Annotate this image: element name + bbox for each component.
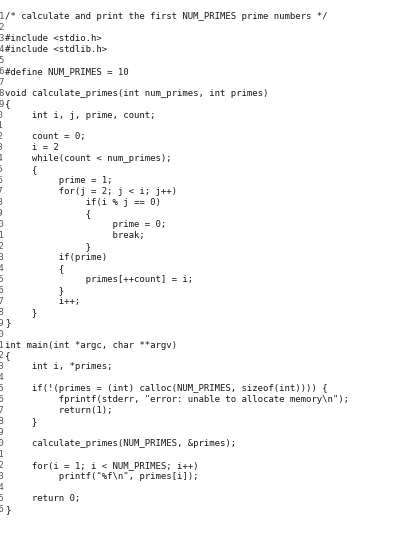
- Text: prime = 0;: prime = 0;: [5, 220, 166, 229]
- Text: 24: 24: [0, 264, 4, 273]
- Text: 39: 39: [0, 428, 4, 437]
- Text: /* calculate and print the first NUM_PRIMES prime numbers */: /* calculate and print the first NUM_PRI…: [5, 12, 327, 21]
- Text: 12: 12: [0, 132, 4, 141]
- Text: return(1);: return(1);: [5, 406, 112, 415]
- Text: 5: 5: [0, 56, 4, 65]
- Text: 6: 6: [0, 67, 4, 76]
- Text: #include <stdlib.h>: #include <stdlib.h>: [5, 45, 107, 54]
- Text: i++;: i++;: [5, 296, 80, 306]
- Text: {: {: [5, 209, 91, 218]
- Text: 45: 45: [0, 494, 4, 503]
- Text: fprintf(stderr, "error: unable to allocate memory\n");: fprintf(stderr, "error: unable to alloca…: [5, 395, 349, 404]
- Text: 26: 26: [0, 286, 4, 295]
- Text: 7: 7: [0, 78, 4, 87]
- Text: 43: 43: [0, 472, 4, 481]
- Text: #define NUM_PRIMES = 10: #define NUM_PRIMES = 10: [5, 67, 128, 76]
- Text: 41: 41: [0, 450, 4, 459]
- Text: count = 0;: count = 0;: [5, 132, 85, 141]
- Text: 3: 3: [0, 34, 4, 43]
- Text: 4: 4: [0, 45, 4, 54]
- Text: 15: 15: [0, 165, 4, 174]
- Text: break;: break;: [5, 231, 144, 240]
- Text: {: {: [5, 99, 10, 109]
- Text: 23: 23: [0, 253, 4, 262]
- Text: void calculate_primes(int num_primes, int primes): void calculate_primes(int num_primes, in…: [5, 89, 268, 98]
- Text: 11: 11: [0, 122, 4, 131]
- Text: 37: 37: [0, 406, 4, 415]
- Text: {: {: [5, 264, 64, 273]
- Text: 30: 30: [0, 329, 4, 339]
- Text: while(count < num_primes);: while(count < num_primes);: [5, 154, 172, 163]
- Text: 29: 29: [0, 319, 4, 328]
- Text: 10: 10: [0, 111, 4, 119]
- Text: 28: 28: [0, 308, 4, 316]
- Text: }: }: [5, 505, 10, 514]
- Text: 33: 33: [0, 362, 4, 372]
- Text: 42: 42: [0, 461, 4, 470]
- Text: 36: 36: [0, 395, 4, 404]
- Text: 16: 16: [0, 176, 4, 185]
- Text: }: }: [5, 319, 10, 328]
- Text: 38: 38: [0, 417, 4, 426]
- Text: int main(int *argc, char **argv): int main(int *argc, char **argv): [5, 341, 177, 349]
- Text: if(i % j == 0): if(i % j == 0): [5, 198, 161, 207]
- Text: if(prime): if(prime): [5, 253, 107, 262]
- Text: for(i = 1; i < NUM_PRIMES; i++): for(i = 1; i < NUM_PRIMES; i++): [5, 461, 198, 470]
- Text: 40: 40: [0, 439, 4, 448]
- Text: 17: 17: [0, 187, 4, 196]
- Text: return 0;: return 0;: [5, 494, 80, 503]
- Text: 44: 44: [0, 483, 4, 492]
- Text: 21: 21: [0, 231, 4, 240]
- Text: 19: 19: [0, 209, 4, 218]
- Text: }: }: [5, 417, 37, 426]
- Text: prime = 1;: prime = 1;: [5, 176, 112, 185]
- Text: 34: 34: [0, 373, 4, 382]
- Text: printf("%f\n", primes[i]);: printf("%f\n", primes[i]);: [5, 472, 198, 481]
- Text: 1: 1: [0, 12, 4, 21]
- Text: 27: 27: [0, 296, 4, 306]
- Text: }: }: [5, 286, 64, 295]
- Text: #include <stdio.h>: #include <stdio.h>: [5, 34, 102, 43]
- Text: 9: 9: [0, 99, 4, 109]
- Text: 32: 32: [0, 352, 4, 361]
- Text: int i, j, prime, count;: int i, j, prime, count;: [5, 111, 155, 119]
- Text: primes[++count] = i;: primes[++count] = i;: [5, 275, 193, 284]
- Text: 31: 31: [0, 341, 4, 349]
- Text: 22: 22: [0, 242, 4, 251]
- Text: 18: 18: [0, 198, 4, 207]
- Text: int i, *primes;: int i, *primes;: [5, 362, 112, 372]
- Text: 20: 20: [0, 220, 4, 229]
- Text: 2: 2: [0, 23, 4, 32]
- Text: 14: 14: [0, 154, 4, 163]
- Text: {: {: [5, 165, 37, 174]
- Text: 35: 35: [0, 384, 4, 393]
- Text: for(j = 2; j < i; j++): for(j = 2; j < i; j++): [5, 187, 177, 196]
- Text: if(!(primes = (int) calloc(NUM_PRIMES, sizeof(int)))) {: if(!(primes = (int) calloc(NUM_PRIMES, s…: [5, 384, 327, 393]
- Text: 8: 8: [0, 89, 4, 98]
- Text: calculate_primes(NUM_PRIMES, &primes);: calculate_primes(NUM_PRIMES, &primes);: [5, 439, 236, 448]
- Text: 25: 25: [0, 275, 4, 284]
- Text: i = 2: i = 2: [5, 144, 59, 152]
- Text: {: {: [5, 352, 10, 361]
- Text: }: }: [5, 308, 37, 316]
- Text: }: }: [5, 242, 91, 251]
- Text: 46: 46: [0, 505, 4, 514]
- Text: 13: 13: [0, 144, 4, 152]
